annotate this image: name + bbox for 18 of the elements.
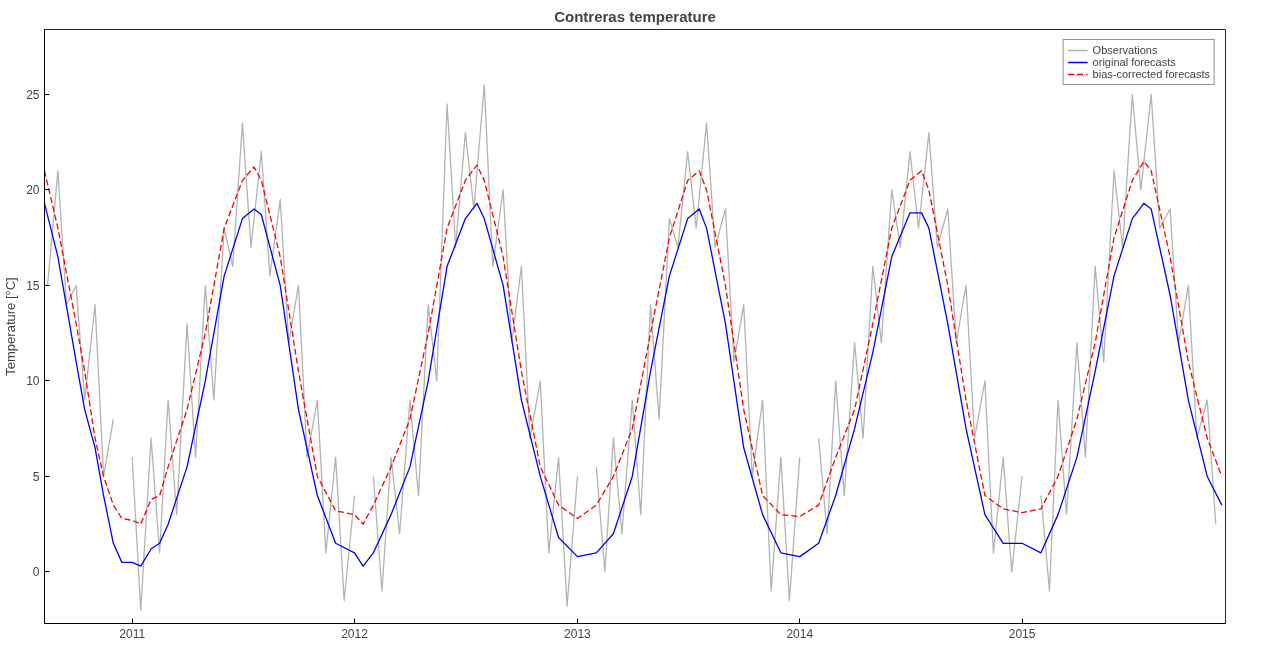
line-series [44,160,1223,525]
legend-label: Observations [1092,44,1158,56]
y-tick-label: 10 [26,374,40,389]
x-tick-label: 2013 [564,626,592,641]
chart-title: Contreras temperature [554,7,716,25]
x-tick-label: 2014 [786,626,814,641]
y-tick-label: 0 [32,565,40,580]
y-axis-title: Temperature [°C] [3,277,19,376]
legend-label: original forecasts [1092,56,1176,68]
line-series [44,202,1223,567]
x-tick-label: 2011 [119,626,146,641]
x-tick-label: 2012 [341,626,369,641]
legend-label: bias-corrected forecasts [1092,68,1210,80]
y-tick-label: 15 [26,278,40,293]
y-tick-label: 25 [26,87,40,102]
x-tick-label: 2015 [1008,626,1036,641]
y-tick-label: 20 [26,183,40,198]
y-tick-label: 5 [32,469,40,484]
